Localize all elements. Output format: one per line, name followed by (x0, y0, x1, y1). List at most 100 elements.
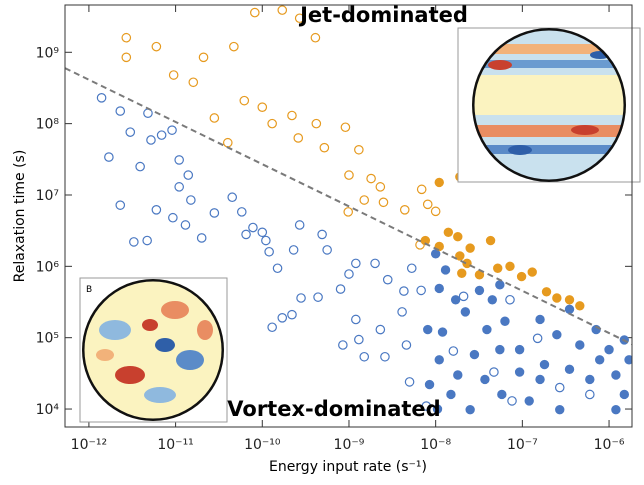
y-tick-label: 10⁸ (36, 117, 60, 133)
point (344, 170, 354, 180)
point (434, 355, 444, 365)
point (338, 340, 348, 350)
point (115, 200, 126, 210)
blob (144, 387, 176, 403)
point (317, 229, 327, 240)
point (121, 52, 132, 63)
point (421, 401, 432, 411)
point (296, 293, 306, 303)
annotation: Vortex-dominated (227, 397, 440, 421)
point (495, 280, 505, 290)
point (585, 374, 595, 385)
point (227, 192, 238, 203)
point (375, 182, 386, 192)
point (532, 333, 543, 344)
annotation: Jet-dominated (298, 3, 468, 27)
plot-frame (64, 4, 633, 428)
inset-vortex: B (79, 277, 228, 423)
point (434, 283, 444, 294)
point (344, 269, 354, 279)
point (354, 334, 364, 345)
point (555, 404, 565, 415)
point (209, 208, 220, 218)
point (434, 177, 444, 188)
point (552, 293, 562, 303)
point (399, 286, 409, 296)
point (535, 314, 545, 325)
point (370, 258, 380, 269)
point (167, 125, 177, 135)
point (432, 404, 443, 414)
point (524, 396, 534, 406)
point (594, 355, 605, 365)
y-tick-label: 10⁴ (36, 402, 60, 418)
point (174, 155, 184, 165)
point (406, 263, 417, 274)
point (222, 137, 233, 148)
point (401, 340, 412, 350)
x-tick-label: 10⁻¹² (71, 437, 107, 453)
point (423, 324, 433, 335)
point (482, 324, 492, 335)
point (487, 295, 497, 305)
y-tick-label: 10⁵ (36, 331, 59, 347)
point (575, 301, 585, 311)
sphere (82, 279, 224, 421)
point (453, 370, 463, 380)
point (455, 251, 465, 261)
point (500, 316, 510, 326)
point (198, 52, 209, 63)
point (514, 344, 525, 355)
point (380, 351, 390, 362)
point (287, 110, 297, 121)
point (458, 291, 469, 302)
blob (99, 320, 131, 340)
point (424, 379, 435, 390)
point (125, 127, 136, 137)
point (257, 102, 268, 112)
x-tick-label: 10⁻⁹ (334, 437, 365, 453)
point (250, 7, 260, 18)
x-tick-label: 10⁻¹¹ (157, 437, 193, 453)
point (564, 304, 575, 314)
point (146, 135, 156, 145)
point (624, 355, 632, 365)
point (168, 212, 178, 223)
point (404, 377, 415, 387)
blob (142, 319, 158, 331)
point (493, 263, 503, 273)
point (319, 142, 330, 153)
point (514, 367, 525, 377)
point (241, 229, 251, 240)
jet-band (472, 125, 626, 137)
point (129, 237, 139, 247)
point (168, 70, 179, 80)
point (180, 220, 191, 230)
point (311, 118, 322, 129)
x-tick-label: 10⁻⁶ (594, 437, 625, 453)
blob (155, 338, 175, 352)
point (359, 195, 370, 205)
x-axis-label: Energy input rate (s⁻¹) (269, 459, 427, 475)
point (313, 292, 323, 302)
point (351, 314, 361, 325)
blob (488, 60, 512, 70)
point (272, 263, 283, 274)
point (507, 396, 517, 406)
blob (115, 366, 145, 384)
jet-band (472, 75, 626, 115)
point (277, 312, 288, 323)
point (541, 287, 552, 297)
point (446, 389, 456, 400)
point (585, 389, 595, 400)
point (516, 271, 527, 282)
point (294, 13, 305, 24)
point (135, 161, 145, 172)
point (480, 374, 490, 385)
point (619, 389, 630, 400)
blob (96, 349, 114, 361)
point (288, 245, 299, 255)
point (611, 370, 621, 380)
point (257, 227, 268, 238)
